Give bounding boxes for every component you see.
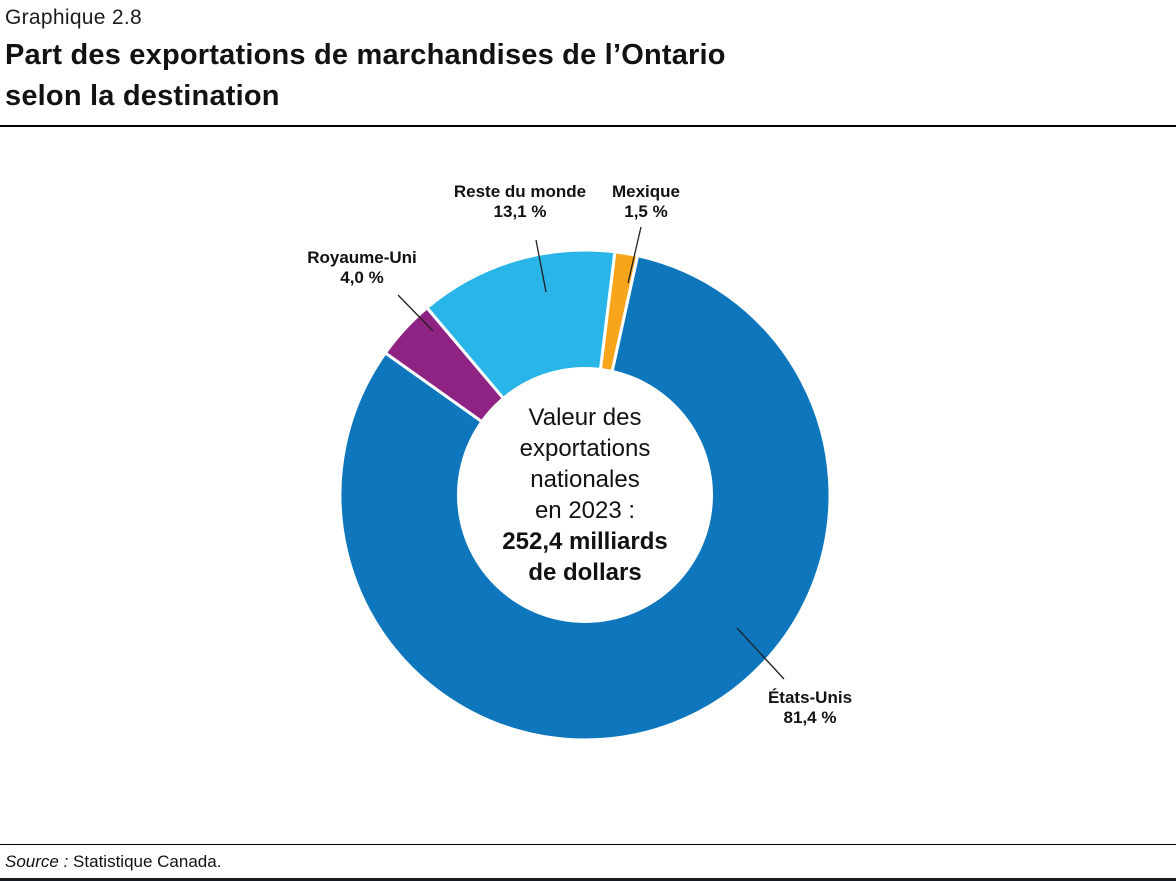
slice-label-etats-unis: États-Unis 81,4 % <box>710 688 910 728</box>
slice-label-name: Royaume-Uni <box>307 248 417 267</box>
slice-label-value: 4,0 % <box>340 268 384 287</box>
center-label-line: Valeur des <box>528 404 642 431</box>
footer-divider <box>0 844 1176 845</box>
donut-hole <box>457 367 713 623</box>
title-divider <box>0 125 1176 127</box>
source-text: Statistique Canada. <box>73 852 222 871</box>
leader-line <box>397 294 434 332</box>
center-label-value: 252,4 milliards <box>502 528 668 555</box>
center-label-value: de dollars <box>528 559 642 586</box>
slice-label-value: 81,4 % <box>783 708 837 727</box>
slice-label-reste-du-monde: Reste du monde 13,1 % <box>410 182 630 222</box>
title-line-2: selon la destination <box>5 80 280 112</box>
leader-line <box>627 226 642 284</box>
slice-label-name: États-Unis <box>767 688 853 707</box>
slice-label-royaume-uni: Royaume-Uni 4,0 % <box>262 248 462 288</box>
title-line-1: Part des exportations de marchandises de… <box>5 39 726 71</box>
slice-label-mexique: Mexique 1,5 % <box>576 182 716 222</box>
page-title: Part des exportations de marchandises de… <box>5 35 726 117</box>
center-label-line: exportations <box>519 435 651 462</box>
leader-line <box>535 239 547 293</box>
center-label-line: nationales <box>530 466 640 493</box>
slice-label-name: Mexique <box>611 182 681 201</box>
center-label-line: en 2023 : <box>534 497 636 524</box>
slice-label-name: Reste du monde <box>453 182 587 201</box>
chart-header: Graphique 2.8 Part des exportations de m… <box>5 6 726 117</box>
figure-number: Graphique 2.8 <box>5 6 142 29</box>
bottom-border <box>0 878 1176 881</box>
slice-label-value: 1,5 % <box>624 202 668 221</box>
source-note: Source : Statistique Canada. <box>5 852 221 872</box>
donut-center-label: Valeur des exportations nationales en 20… <box>455 367 715 623</box>
slice-label-value: 13,1 % <box>493 202 547 221</box>
leader-line <box>736 627 785 680</box>
source-prefix: Source : <box>5 852 69 871</box>
